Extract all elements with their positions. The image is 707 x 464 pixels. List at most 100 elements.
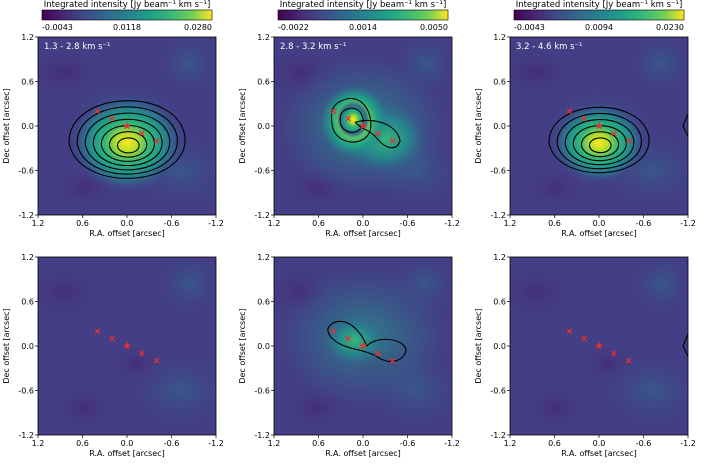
x-axis-label: R.A. offset [arcsec] [325, 449, 401, 458]
contour-line [116, 137, 140, 154]
y-tick-label: 1.2 [21, 33, 34, 42]
contour-line [556, 112, 642, 170]
contour-line [92, 118, 163, 167]
marker-star: ★ [122, 340, 132, 353]
marker-cross [389, 358, 396, 364]
y-tick-label: -0.6 [254, 387, 270, 396]
marker-cross [139, 350, 145, 357]
y-tick-label: -1.2 [18, 431, 34, 440]
marker-cross [345, 335, 351, 342]
x-tick-label: 0.6 [312, 219, 325, 228]
colorbar: Integrated intensity [Jy beam⁻¹ km s⁻¹] … [513, 0, 685, 32]
y-tick-label: -1.2 [254, 431, 270, 440]
x-axis-label: R.A. offset [arcsec] [89, 449, 165, 458]
contour-line [330, 97, 372, 143]
y-tick-label: -1.2 [254, 211, 270, 220]
noise-patch [510, 42, 577, 103]
intensity-map [38, 37, 216, 215]
x-axis-label: R.A. offset [arcsec] [325, 229, 401, 238]
y-tick-label: -0.6 [490, 387, 506, 396]
y-axis-label: Dec offset [arcsec] [238, 88, 247, 163]
map-panel: ★ 1.2 1.2 0.6 0.6 0.0 0.0 -0.6 -0.6 -1.2 -1.2 R.A. … [2, 33, 224, 238]
x-tick-label: -1.2 [208, 219, 224, 228]
x-tick-label: 1.2 [504, 439, 517, 448]
y-tick-label: -0.6 [18, 387, 34, 396]
noise-patch [159, 257, 216, 312]
x-tick-label: 0.6 [76, 219, 89, 228]
marker-cross [345, 115, 351, 122]
y-tick-label: 0.6 [493, 78, 506, 87]
x-tick-label: -0.6 [400, 219, 416, 228]
x-tick-label: -0.6 [636, 439, 652, 448]
contour-line [339, 107, 364, 133]
y-tick-label: -1.2 [490, 431, 506, 440]
y-axis-label: Dec offset [arcsec] [2, 308, 11, 383]
y-axis-label: Dec offset [arcsec] [238, 308, 247, 383]
marker-cross [375, 350, 381, 357]
noise-patch [38, 42, 105, 103]
marker-cross [375, 130, 381, 137]
y-tick-label: 0.6 [493, 298, 506, 307]
noise-patch [159, 37, 216, 92]
x-tick-label: -1.2 [208, 439, 224, 448]
x-axis-label: R.A. offset [arcsec] [561, 449, 637, 458]
x-tick-label: 0.6 [312, 439, 325, 448]
contour-line [580, 131, 620, 158]
x-tick-label: 1.2 [268, 439, 281, 448]
noise-patch [631, 257, 688, 312]
x-tick-label: 0.0 [357, 219, 370, 228]
contour-line [108, 131, 148, 158]
colorbar-tick-max: 0.0230 [656, 23, 684, 32]
intensity-map [38, 257, 216, 435]
y-axis-label: Dec offset [arcsec] [2, 88, 11, 163]
marker-star: ★ [358, 340, 368, 353]
marker-cross [611, 350, 617, 357]
y-tick-label: 1.2 [21, 253, 34, 262]
y-tick-label: 0.0 [257, 122, 270, 131]
colorbar-tick-max: 0.0050 [420, 23, 448, 32]
marker-cross [109, 335, 115, 342]
y-tick-label: 1.2 [257, 33, 270, 42]
y-axis-label: Dec offset [arcsec] [474, 308, 483, 383]
x-tick-label: -1.2 [680, 219, 696, 228]
y-tick-label: 1.2 [257, 253, 270, 262]
marker-star: ★ [122, 120, 132, 133]
x-tick-label: 0.0 [593, 439, 606, 448]
noise-patch [105, 343, 166, 384]
contour-group [682, 332, 688, 358]
noise-patch [631, 37, 688, 92]
noise-patch [577, 343, 638, 384]
noise-patch [519, 383, 590, 434]
emission-peak [72, 94, 182, 191]
y-axis-label: Dec offset [arcsec] [474, 88, 483, 163]
x-tick-label: 0.6 [548, 219, 561, 228]
velocity-range-label: 1.3 - 2.8 km s⁻¹ [44, 42, 110, 52]
marker-cross [611, 130, 617, 137]
x-tick-label: 1.2 [268, 219, 281, 228]
marker-star: ★ [594, 120, 604, 133]
y-tick-label: 0.0 [21, 122, 34, 131]
x-axis-label: R.A. offset [arcsec] [89, 229, 165, 238]
marker-cross [139, 130, 145, 137]
noise-patch [510, 262, 577, 323]
marker-cross [94, 108, 101, 114]
colorbar-tick-max: 0.0280 [184, 23, 212, 32]
marker-cross [330, 108, 337, 114]
marker-cross [566, 328, 573, 334]
colorbar-title: Integrated intensity [Jy beam⁻¹ km s⁻¹] [516, 0, 683, 10]
marker-cross [566, 108, 573, 114]
marker-cross [330, 328, 337, 334]
marker-cross [153, 358, 160, 364]
y-tick-label: -0.6 [490, 167, 506, 176]
contour-line [327, 320, 407, 362]
intensity-map [274, 257, 452, 435]
x-tick-label: -0.6 [164, 219, 180, 228]
x-tick-label: -0.6 [400, 439, 416, 448]
marker-cross [109, 115, 115, 122]
intensity-map [510, 257, 688, 435]
colorbar-tick-mid: 0.0094 [585, 23, 613, 32]
x-tick-label: -1.2 [444, 219, 460, 228]
x-tick-label: 0.0 [121, 439, 134, 448]
marker-star: ★ [358, 120, 368, 133]
map-panel: ★ 1.2 1.2 0.6 0.6 0.0 0.0 -0.6 -0.6 -1.2 -1.2 R.A. … [238, 253, 460, 458]
